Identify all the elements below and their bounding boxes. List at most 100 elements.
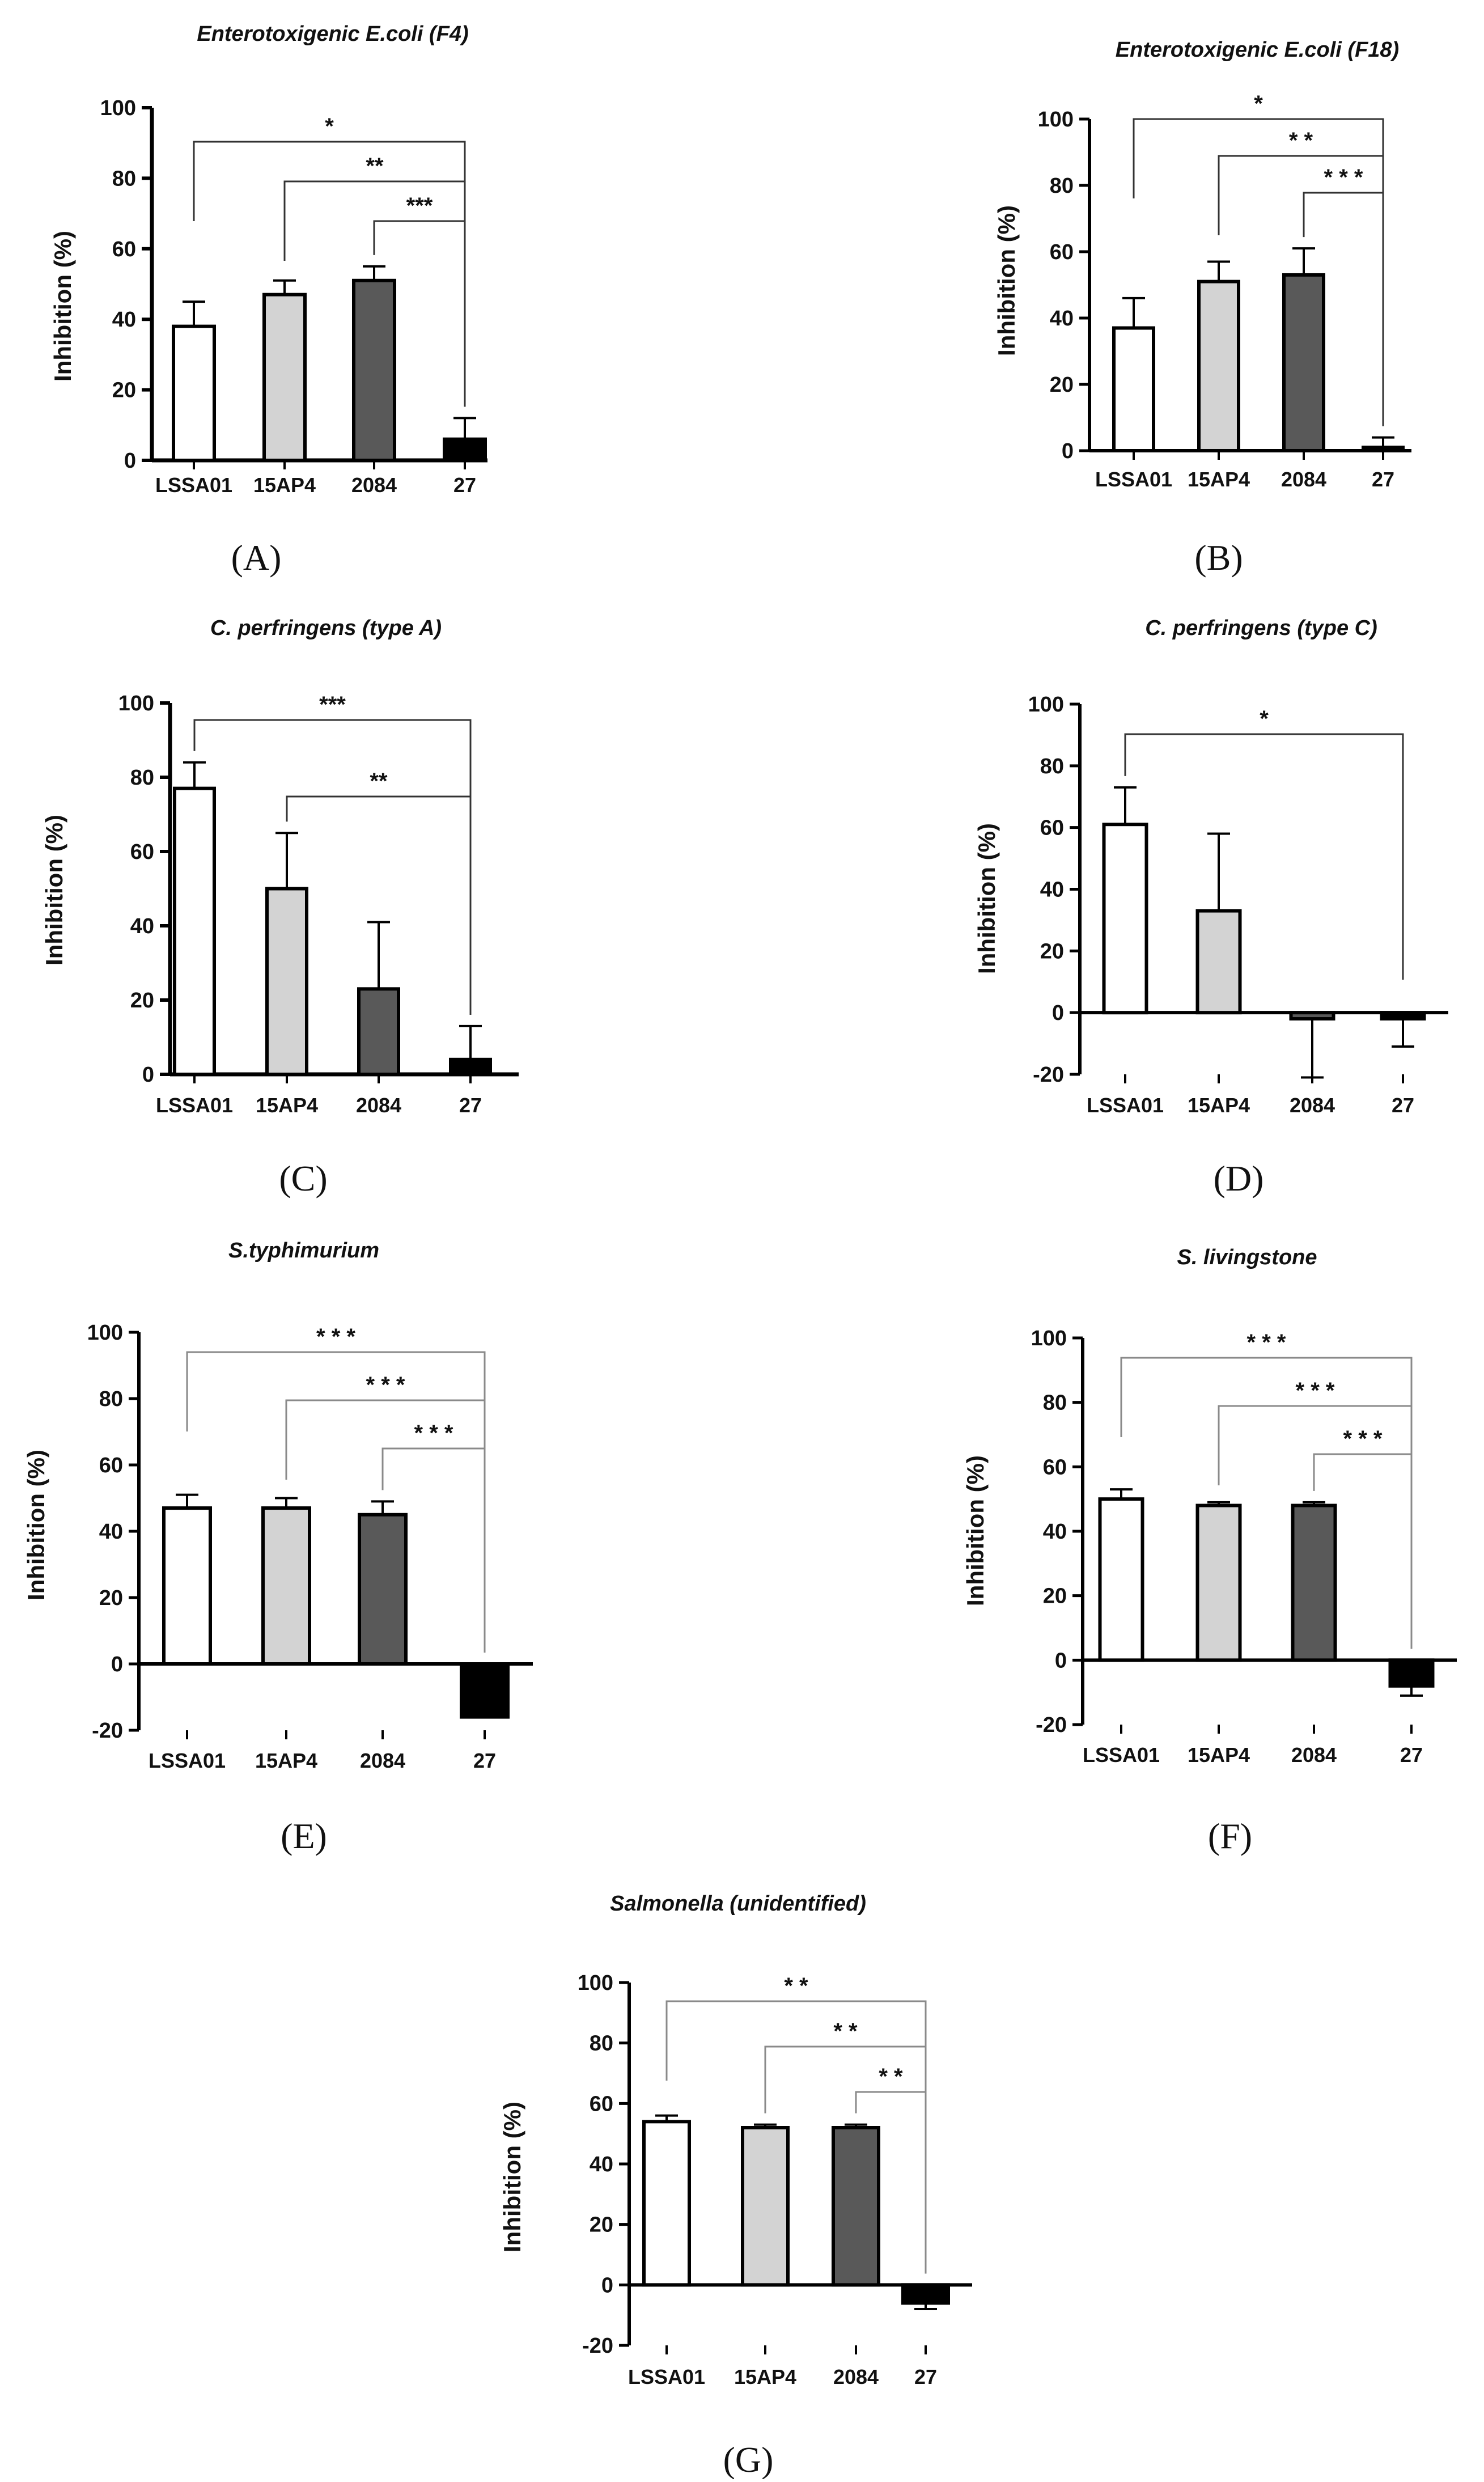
panel-title: Enterotoxigenic E.coli (F18) (1116, 38, 1399, 62)
category-label: 2084 (351, 473, 397, 497)
y-axis-label: Inhibition (%) (962, 1455, 989, 1606)
significance-label: * * * (1296, 1378, 1335, 1403)
bar-27 (1362, 446, 1405, 453)
y-tick-label: 20 (1043, 1585, 1067, 1608)
category-label: 2084 (1291, 1743, 1337, 1767)
significance-label: * * * (366, 1373, 405, 1397)
category-label: 27 (1372, 468, 1394, 491)
significance-bracket (1303, 192, 1384, 426)
significance-bracket (186, 1351, 486, 1653)
y-tick-label: 100 (1031, 1327, 1067, 1350)
bar-lssa01 (642, 2120, 691, 2287)
panel-e: S.typhimurium Inhibition (%) (E) -20 0 20 4… (23, 1239, 533, 1856)
category-label: 27 (1392, 1094, 1414, 1117)
y-tick-label: 20 (130, 989, 154, 1013)
category-label: LSSA01 (149, 1749, 226, 1772)
category-label: 15AP4 (734, 2365, 796, 2388)
category-label: LSSA01 (1083, 1743, 1160, 1767)
significance-label: * (1254, 91, 1263, 116)
y-axis-label: Inhibition (%) (973, 823, 1000, 974)
y-tick-label: 80 (1043, 1391, 1067, 1415)
bar-27 (1380, 1011, 1426, 1021)
panel-label: (F) (1208, 1816, 1252, 1856)
bar-27 (449, 1057, 492, 1077)
category-label: 2084 (833, 2365, 879, 2388)
y-tick-label: 60 (1050, 240, 1074, 264)
y-tick-label: 60 (99, 1454, 123, 1477)
significance-bracket (381, 1447, 486, 1653)
y-tick-label: 60 (1040, 816, 1064, 840)
category-label: 15AP4 (1188, 1743, 1250, 1767)
significance-label: * * (833, 2019, 858, 2044)
category-label: LSSA01 (1095, 468, 1172, 491)
bar-lssa01 (172, 324, 216, 463)
bar-15ap4 (265, 887, 308, 1076)
y-tick-label: 100 (1038, 108, 1074, 132)
bar-15ap4 (1195, 909, 1242, 1015)
bar-2084 (358, 1513, 408, 1666)
significance-label: * * (784, 1973, 808, 1998)
significance-label: *** (406, 193, 433, 218)
y-tick-label: 0 (1055, 1649, 1067, 1672)
significance-bracket (193, 719, 472, 1015)
panel-g: Salmonella (unidentified) Inhibition (%)… (499, 1892, 972, 2480)
y-tick-label: 100 (100, 96, 136, 120)
y-tick-label: -20 (92, 1719, 123, 1743)
category-label: 2084 (356, 1094, 401, 1117)
y-tick-label: 60 (590, 2092, 613, 2116)
y-tick-label: 40 (590, 2153, 613, 2176)
category-label: 15AP4 (1188, 1094, 1250, 1117)
y-tick-label: 40 (1050, 307, 1074, 331)
y-tick-label: 100 (1028, 693, 1064, 717)
bar-lssa01 (1098, 1497, 1144, 1662)
y-tick-label: 100 (118, 692, 154, 715)
y-tick-label: 40 (112, 308, 136, 332)
panel-d: C. perfringens (type C) Inhibition (%) (… (973, 616, 1448, 1198)
bar-2084 (357, 987, 400, 1076)
panel-title: Salmonella (unidentified) (610, 1892, 866, 1916)
significance-label: * * * (1324, 165, 1363, 190)
y-axis-label: Inhibition (%) (993, 205, 1020, 356)
y-axis-label: Inhibition (%) (23, 1450, 49, 1600)
y-tick-label: 0 (111, 1653, 123, 1676)
y-tick-label: 60 (1043, 1455, 1067, 1479)
y-tick-label: 0 (1062, 439, 1074, 463)
panel-title: Enterotoxigenic E.coli (F4) (197, 22, 468, 46)
y-tick-label: 40 (99, 1520, 123, 1544)
significance-bracket (665, 2000, 927, 2274)
y-tick-label: 80 (590, 2032, 613, 2056)
panel-f: S. livingstone Inhibition (%) (F) -20 0 20… (962, 1246, 1457, 1856)
bar-27 (1388, 1658, 1435, 1688)
significance-bracket (286, 795, 472, 1015)
significance-label: *** (319, 692, 346, 717)
category-label: 2084 (1290, 1094, 1335, 1117)
bar-15ap4 (261, 1506, 311, 1666)
bar-2084 (1289, 1011, 1335, 1021)
bar-27 (901, 2283, 950, 2305)
significance-label: * (1260, 706, 1269, 731)
panel-label: (A) (231, 537, 282, 578)
bar-lssa01 (1112, 326, 1155, 452)
bar-15ap4 (1195, 1503, 1242, 1662)
bar-lssa01 (1102, 823, 1148, 1015)
y-tick-label: -20 (1033, 1063, 1064, 1087)
bar-27 (460, 1662, 510, 1719)
category-label: 27 (914, 2365, 937, 2388)
y-tick-label: 20 (590, 2213, 613, 2237)
y-tick-label: 0 (601, 2273, 613, 2297)
category-label: 15AP4 (253, 473, 316, 497)
significance-label: * * (1289, 128, 1313, 153)
panel-label: (G) (723, 2439, 774, 2479)
category-label: LSSA01 (156, 1094, 233, 1117)
y-tick-label: 40 (130, 914, 154, 938)
y-tick-label: -20 (1036, 1713, 1067, 1737)
bar-lssa01 (162, 1506, 212, 1666)
panel-label: (D) (1214, 1158, 1264, 1198)
significance-bracket (855, 2091, 927, 2274)
panel-b: Enterotoxigenic E.coli (F18) Inhibition … (993, 38, 1411, 578)
bar-2084 (352, 278, 396, 462)
y-tick-label: 100 (578, 1971, 613, 1995)
significance-bracket (1120, 1357, 1413, 1649)
category-label: 27 (459, 1094, 482, 1117)
